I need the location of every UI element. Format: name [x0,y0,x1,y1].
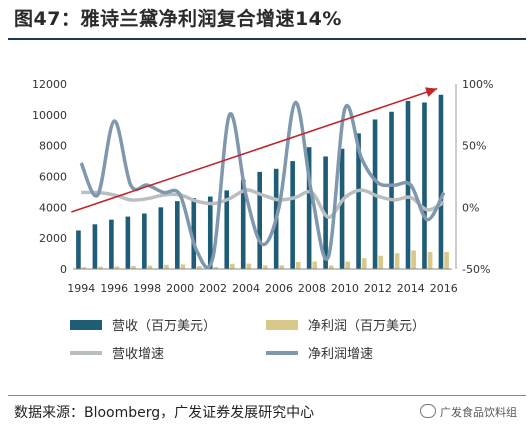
revenue-bar [174,201,180,269]
revenue-bar [76,230,81,269]
net-profit-bar [394,253,400,269]
net-profit-bar [197,266,202,269]
revenue-bar [290,161,295,269]
revenue-bar [142,213,147,269]
x-tick-label: 2012 [364,282,392,295]
legend-label: 营收增速 [112,347,164,362]
net-profit-bar [131,266,136,269]
net-profit-bar [246,263,252,269]
y-left-tick-label: 0 [60,263,67,276]
net-profit-bar [279,265,285,269]
y-left-tick-label: 4000 [39,201,67,214]
x-tick-label: 2014 [397,282,425,295]
net-profit-bar [114,266,120,269]
net-profit-bar [230,263,235,269]
y-left-tick-label: 6000 [39,171,67,184]
chart-title: 图47：雅诗兰黛净利润复合增速14% [14,8,342,30]
legend-swatch [70,320,102,330]
x-tick-label: 2000 [166,282,194,295]
x-tick-label: 1996 [100,282,128,295]
x-tick-label: 2004 [232,282,260,295]
revenue-bar [125,216,131,269]
x-tick-label: 1998 [133,282,161,295]
net-profit-bar [213,266,219,269]
revenue-bar [356,133,361,269]
chart: 0 2000 4000 6000 8000 10000 12000 -50% 0% 50% 100%… [32,78,493,362]
y-right-tick-label: -50% [462,263,490,276]
y-right-tick-label: 100% [462,78,493,91]
y-right-tick-label: 50% [462,140,486,153]
x-tick-label: 2016 [430,282,458,295]
net-profit-bar [98,266,103,269]
trend-arrow-head [425,87,438,97]
net-profit-bar [345,261,351,269]
legend-label: 净利润增速 [308,347,373,362]
trend-arrow-line [71,87,438,213]
legend-swatch [266,320,298,330]
y-left-tick-label: 8000 [39,140,67,153]
watermark-label: 广发食品饮料组 [440,406,517,419]
net-profit-bar [164,264,169,269]
revenue-bar [191,198,197,269]
net-profit-bar [81,267,87,269]
source-note: 数据来源：Bloomberg，广发证券发展研究中心 [14,405,315,421]
net-profit-bar [263,265,268,269]
net-profit-bar [411,250,416,269]
y-left-tick-label: 12000 [32,78,67,91]
net-profit-bar [444,252,449,269]
revenue-growth-line [81,188,445,219]
x-tick-label: 2010 [331,282,359,295]
revenue-bar [109,219,114,269]
wechat-icon [420,404,436,418]
net-profit-bar [295,262,301,269]
net-profit-bar [361,258,367,269]
revenue-bar [257,171,262,269]
title-underline [8,38,526,40]
net-profit-bar [328,265,334,269]
net-profit-growth-line [79,100,446,270]
x-tick-label: 2006 [265,282,293,295]
legend-label: 净利润（百万美元） [308,319,425,334]
y-right-tick-label: 0% [462,201,479,214]
watermark: 广发食品饮料组 [420,404,517,420]
revenue-bar [389,111,394,269]
legend-label: 营收（百万美元） [112,319,216,334]
x-tick-label: 1994 [67,282,95,295]
revenue-bar [422,102,427,269]
revenue-bar [240,179,246,269]
y-left-tick-label: 2000 [39,232,67,245]
net-profit-bar [312,261,318,269]
revenue-bar [158,207,164,269]
y-left-tick-label: 10000 [32,109,67,122]
revenue-bar [207,196,213,269]
revenue-bar [339,148,345,269]
revenue-bar [92,224,98,269]
x-tick-label: 2002 [199,282,227,295]
x-tick-label: 2008 [298,282,326,295]
revenue-bar [438,94,444,270]
net-profit-bar [378,255,383,269]
net-profit-bar [147,265,153,269]
net-profit-bar [180,264,186,269]
net-profit-bar [427,252,433,269]
source-divider [8,395,526,396]
revenue-bar [306,147,312,269]
revenue-bar [224,190,230,269]
